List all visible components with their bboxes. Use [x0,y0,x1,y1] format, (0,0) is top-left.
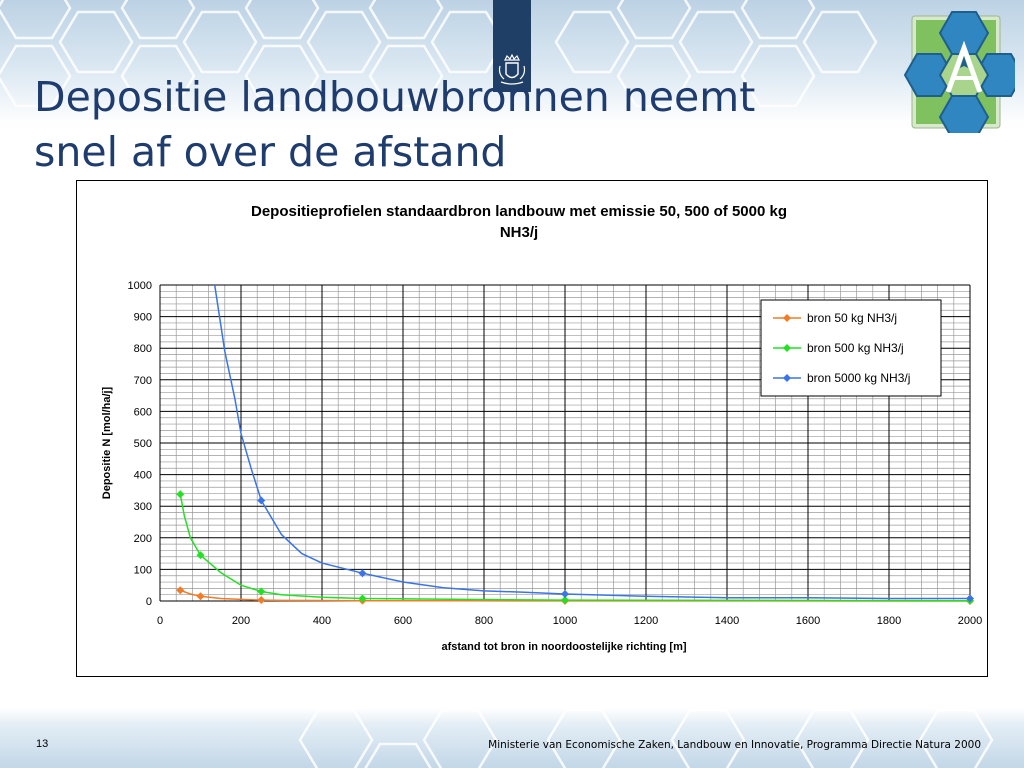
series-marker-1 [196,551,205,560]
series-marker-0 [257,596,266,605]
x-tick-label: 0 [157,615,163,627]
x-tick-label: 400 [313,615,331,627]
natura-2000-logo [903,11,1015,133]
legend-swatch-marker [783,374,791,382]
y-tick-label: 200 [134,533,152,545]
y-tick-label: 500 [134,438,152,450]
series-marker-1 [257,587,266,596]
y-tick-label: 300 [134,501,152,513]
y-tick-label: 900 [134,312,152,324]
x-tick-label: 200 [232,615,250,627]
x-axis-label: afstand tot bron in noordoostelijke rich… [441,641,686,653]
x-axis-ticks: 0 200 400 600 800 1000 1200 1400 1600 1800 2000 [157,615,982,627]
series-marker-2 [358,569,367,578]
legend-box [760,299,942,397]
x-tick-label: 1000 [553,615,577,627]
chart-title: Depositieprofielen standaardbron landbou… [251,203,787,241]
chart-frame [76,180,988,677]
x-tick-label: 1200 [634,615,658,627]
chart-legend: bron 50 kg NH3/j bron 500 kg NH3/j bron 50… [760,299,942,397]
series-marker-0 [176,586,185,595]
legend-swatch-marker [783,344,791,352]
footer-background [0,708,1024,768]
slide-title: Depositie landbouwbronnen neemt snel af … [34,73,756,176]
footer-text: Ministerie van Economische Zaken, Landbo… [488,739,981,751]
series-layer [176,285,974,605]
deposition-chart: Depositieprofielen standaardbron landbou… [101,203,982,653]
government-emblem-bar [493,0,531,92]
y-tick-label: 400 [134,470,152,482]
series-line-2 [213,285,970,600]
series-marker-2 [257,496,266,505]
series-marker-1 [561,596,569,605]
y-axis-ticks: 0 100 200 300 400 500 600 700 800 900 1000 [128,280,152,608]
legend-entry-label: bron 50 kg NH3/j [807,311,897,325]
x-tick-label: 600 [394,615,412,627]
y-tick-label: 800 [134,343,152,355]
y-tick-label: 100 [134,564,152,576]
coat-of-arms-icon [498,54,526,85]
legend-entry-label: bron 5000 kg NH3/j [807,371,910,385]
series-marker-1 [358,594,367,603]
y-tick-label: 1000 [128,280,152,292]
slide-number: 13 [36,738,49,750]
series-marker-1 [176,490,185,499]
x-tick-label: 1600 [796,615,820,627]
series-marker-0 [196,592,205,601]
x-tick-label: 2000 [958,615,982,627]
x-tick-label: 1400 [715,615,739,627]
legend-entry-label: bron 500 kg NH3/j [807,341,904,355]
series-marker-2 [966,594,974,603]
y-axis-label: Depositie N [mol/ha/j] [101,386,113,499]
y-tick-label: 700 [134,375,152,387]
x-tick-label: 1800 [877,615,901,627]
y-tick-label: 600 [134,406,152,418]
legend-swatch-marker [783,314,791,322]
series-line-1 [179,494,971,602]
x-tick-label: 800 [475,615,493,627]
series-marker-2 [561,590,569,599]
y-tick-label: 0 [146,596,152,608]
